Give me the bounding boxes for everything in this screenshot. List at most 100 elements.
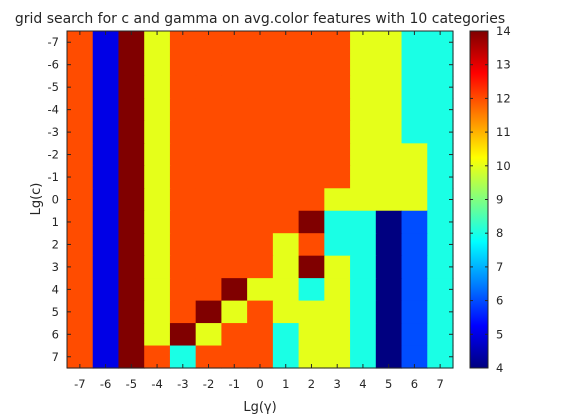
heatmap-cell — [247, 120, 274, 144]
heatmap-cell — [195, 210, 222, 234]
heatmap-cell — [118, 233, 145, 257]
x-axis-label: Lg(γ) — [243, 400, 276, 415]
heatmap-cell — [92, 278, 120, 302]
heatmap-cell — [272, 143, 300, 167]
y-tick-label: 2 — [52, 237, 59, 251]
heatmap-cell — [195, 98, 222, 122]
heatmap-cell — [272, 120, 300, 144]
heatmap-cell — [401, 210, 428, 234]
heatmap-cell — [92, 255, 120, 279]
heatmap-cell — [324, 210, 351, 234]
heatmap-cell — [67, 210, 94, 234]
heatmap-cell — [67, 233, 94, 257]
heatmap-cell — [375, 120, 403, 144]
heatmap-cell — [272, 323, 300, 347]
heatmap-cell — [272, 98, 300, 122]
heatmap-cell — [92, 210, 120, 234]
heatmap-cell — [247, 210, 274, 234]
heatmap-cell — [144, 255, 171, 279]
heatmap-cell — [324, 255, 351, 279]
heatmap-cell — [92, 143, 120, 167]
heatmap-cell — [67, 120, 94, 144]
x-tick-label: 3 — [334, 377, 341, 391]
heatmap-cell — [272, 278, 300, 302]
heatmap-cell — [247, 345, 274, 369]
heatmap-cell — [169, 98, 197, 122]
heatmap-cell — [221, 75, 248, 99]
y-tick-label: -4 — [48, 103, 59, 117]
colorbar-tick-label: 7 — [496, 260, 503, 274]
heatmap-cell — [118, 278, 145, 302]
colorbar: 4 5 6 7 8 9 10 11 12 13 14 — [469, 24, 511, 375]
heatmap-cell — [401, 98, 428, 122]
y-tick-label: -6 — [48, 58, 59, 72]
heatmap-cell — [298, 323, 325, 347]
heatmap-cell — [427, 345, 454, 369]
y-tick-label: 4 — [52, 282, 59, 296]
heatmap-cell — [298, 345, 325, 369]
heatmap-cell — [195, 143, 222, 167]
heatmap-cell — [118, 31, 145, 55]
heatmap-cell — [298, 120, 325, 144]
colorbar-tick-label: 5 — [496, 327, 503, 341]
heatmap-cell — [169, 278, 197, 302]
heatmap-cell — [298, 143, 325, 167]
heatmap-cell — [427, 323, 454, 347]
heatmap-cell — [324, 98, 351, 122]
heatmap-cell — [350, 210, 377, 234]
y-tick-label: -2 — [48, 148, 59, 162]
heatmap-cell — [350, 98, 377, 122]
heatmap-cell — [144, 165, 171, 189]
heatmap-cell — [221, 233, 248, 257]
y-tick-label: -7 — [48, 35, 59, 49]
heatmap-cell — [247, 323, 274, 347]
heatmap-cell — [350, 278, 377, 302]
heatmap-cell — [401, 233, 428, 257]
y-tick-label: -1 — [48, 170, 59, 184]
heatmap-cell — [272, 188, 300, 212]
heatmap-cell — [401, 255, 428, 279]
heatmap-cell — [401, 165, 428, 189]
heatmap-cell — [247, 300, 274, 324]
heatmap-cell — [144, 53, 171, 77]
heatmap-cell — [169, 120, 197, 144]
heatmap-cell — [427, 300, 454, 324]
heatmap-cell — [427, 188, 454, 212]
heatmap-cell — [375, 98, 403, 122]
heatmap-cell — [144, 233, 171, 257]
heatmap-cell — [144, 31, 171, 55]
x-tick-label: -3 — [177, 377, 188, 391]
heatmap-cell — [169, 165, 197, 189]
heatmap-cell — [375, 323, 403, 347]
heatmap-cell — [67, 188, 94, 212]
colorbar-tick-label: 11 — [496, 125, 511, 139]
heatmap-cell — [169, 210, 197, 234]
heatmap-cell — [92, 120, 120, 144]
heatmap-cell — [221, 53, 248, 77]
heatmap-cell — [427, 278, 454, 302]
x-tick-label: 6 — [411, 377, 418, 391]
heatmap-cell — [427, 143, 454, 167]
heatmap-cell — [221, 210, 248, 234]
heatmap-cell — [169, 233, 197, 257]
heatmap-cell — [324, 53, 351, 77]
heatmap-cell — [401, 53, 428, 77]
heatmap-cell — [298, 75, 325, 99]
heatmap-cell — [67, 165, 94, 189]
heatmap-cell — [195, 120, 222, 144]
heatmap-cell — [427, 120, 454, 144]
heatmap-cell — [401, 323, 428, 347]
heatmap-cell — [92, 300, 120, 324]
heatmap-cell — [427, 210, 454, 234]
x-tick-label: -5 — [126, 377, 137, 391]
heatmap-cell — [401, 300, 428, 324]
heatmap-cell — [350, 165, 377, 189]
heatmap-cell — [350, 75, 377, 99]
heatmap-cell — [247, 278, 274, 302]
heatmap-cell — [92, 233, 120, 257]
heatmap-cell — [375, 210, 403, 234]
heatmap-cell — [375, 143, 403, 167]
x-tick-label: -4 — [151, 377, 162, 391]
